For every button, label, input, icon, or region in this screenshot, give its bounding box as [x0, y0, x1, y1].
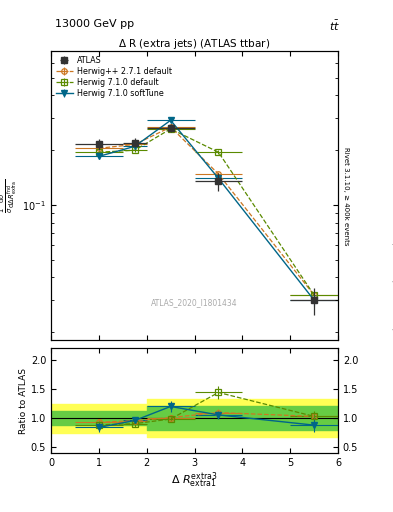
Title: $\Delta$ R (extra jets) (ATLAS ttbar): $\Delta$ R (extra jets) (ATLAS ttbar) [118, 37, 271, 51]
Text: $t\bar{t}$: $t\bar{t}$ [329, 19, 340, 33]
X-axis label: $\Delta\ R^{\mathrm{extra3}}_{\mathrm{extra1}}$: $\Delta\ R^{\mathrm{extra3}}_{\mathrm{ex… [171, 471, 218, 490]
Text: 13000 GeV pp: 13000 GeV pp [55, 19, 134, 29]
Legend: ATLAS, Herwig++ 2.7.1 default, Herwig 7.1.0 default, Herwig 7.1.0 softTune: ATLAS, Herwig++ 2.7.1 default, Herwig 7.… [54, 54, 174, 99]
Text: ATLAS_2020_I1801434: ATLAS_2020_I1801434 [151, 298, 238, 307]
Y-axis label: Ratio to ATLAS: Ratio to ATLAS [19, 368, 28, 434]
Y-axis label: $\frac{1}{\sigma}\frac{\mathrm{d}\sigma^{\mathrm{fnd}}}{\mathrm{d}\Delta R_{\mat: $\frac{1}{\sigma}\frac{\mathrm{d}\sigma^… [0, 179, 20, 213]
Text: mcplots.cern.ch [arXiv:1306.3436]: mcplots.cern.ch [arXiv:1306.3436] [391, 234, 393, 329]
Y-axis label: Rivet 3.1.10, ≥ 400k events: Rivet 3.1.10, ≥ 400k events [343, 146, 349, 245]
